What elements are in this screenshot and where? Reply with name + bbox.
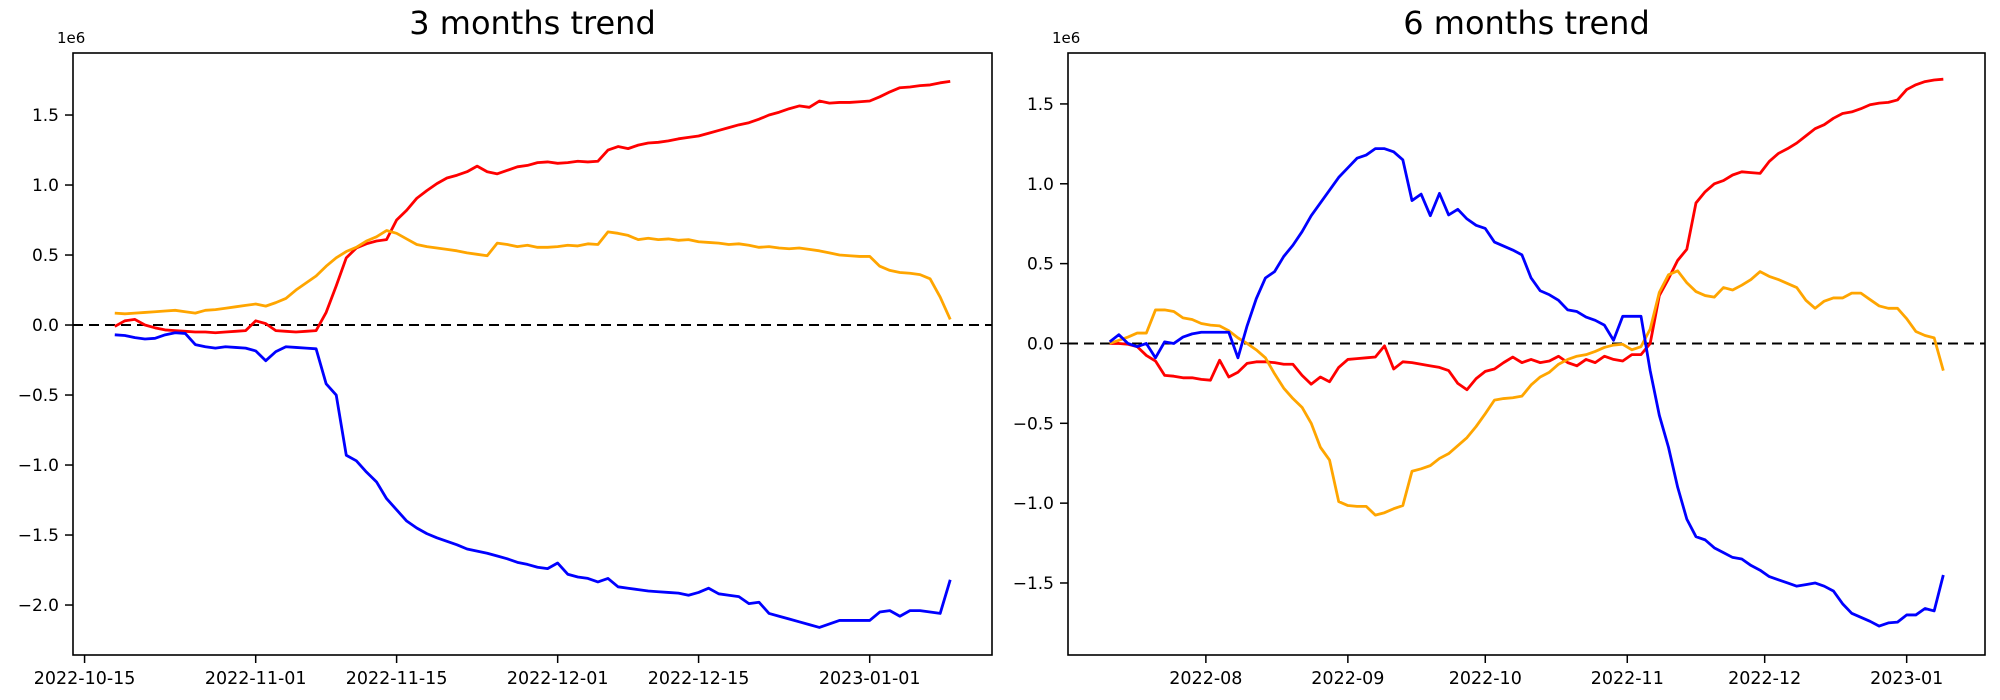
plot-area-6-months: 1e6 1.5 1.0 0.5 0.0 −0.5 −1.0 −1.5 2022-08 2022-0… — [1013, 29, 1986, 689]
x-tick-label: 2022-09 — [1311, 669, 1384, 689]
series-blue-line — [114, 331, 952, 629]
plot-frame — [1067, 52, 1986, 656]
y-tick-label: 0.5 — [32, 246, 59, 266]
y-tick-label: −0.5 — [1013, 414, 1054, 434]
series-blue-line — [1108, 147, 1945, 628]
series-orange-line — [114, 229, 952, 320]
x-tick-label: 2022-11-01 — [205, 669, 307, 689]
y-tick-label: −1.0 — [1013, 494, 1054, 514]
y-tick-label: 0.0 — [1027, 334, 1054, 354]
y-tick-label: −1.5 — [18, 526, 59, 546]
y-tick-label: −1.0 — [18, 456, 59, 476]
x-tick-label: 2022-12 — [1728, 669, 1801, 689]
chart-title-6-months: 6 months trend — [1403, 4, 1650, 42]
y-tick-label: −2.0 — [18, 596, 59, 616]
y-tick-label: 1.5 — [32, 106, 59, 126]
chart-3-months-trend: 3 months trend 1e6 1.5 1.0 0.5 0.0 −0.5 −1.0 −1… — [18, 4, 993, 689]
chart-6-months-trend: 6 months trend 1e6 1.5 1.0 0.5 0.0 −0.5 −1.0 −1… — [1000, 0, 2000, 700]
y-tick-label: 1.0 — [32, 176, 59, 196]
y-tick-label: 0.0 — [32, 316, 59, 336]
y-tick-label: 0.5 — [1027, 255, 1054, 275]
x-tick-label: 2022-10 — [1449, 669, 1522, 689]
series-red-line — [114, 80, 951, 335]
y-tick-label: 1.5 — [1027, 95, 1054, 115]
x-tick-label: 2023-01-01 — [819, 669, 921, 689]
x-tick-label: 2022-11-15 — [346, 669, 448, 689]
series-orange-line — [1109, 269, 1945, 517]
x-tick-label: 2022-10-15 — [34, 669, 136, 689]
chart-title-3-months: 3 months trend — [409, 4, 656, 42]
y-tick-label: −1.5 — [1013, 574, 1054, 594]
x-tick-label: 2022-12-15 — [648, 669, 750, 689]
plot-frame — [72, 52, 993, 656]
x-tick-label: 2022-11 — [1591, 669, 1664, 689]
y-tick-label: 1.0 — [1027, 175, 1054, 195]
y-tick-label: −0.5 — [18, 386, 59, 406]
x-tick-label: 2022-08 — [1169, 669, 1242, 689]
x-tick-label: 2023-01 — [1870, 669, 1943, 689]
plot-area-3-months: 1e6 1.5 1.0 0.5 0.0 −0.5 −1.0 −1.5 −2.0 2022-10-1… — [18, 29, 993, 689]
x-tick-label: 2022-12-01 — [507, 669, 609, 689]
axis-offset-label: 1e6 — [57, 29, 85, 47]
axis-offset-label: 1e6 — [1052, 29, 1080, 47]
series-red-line — [1109, 77, 1944, 392]
